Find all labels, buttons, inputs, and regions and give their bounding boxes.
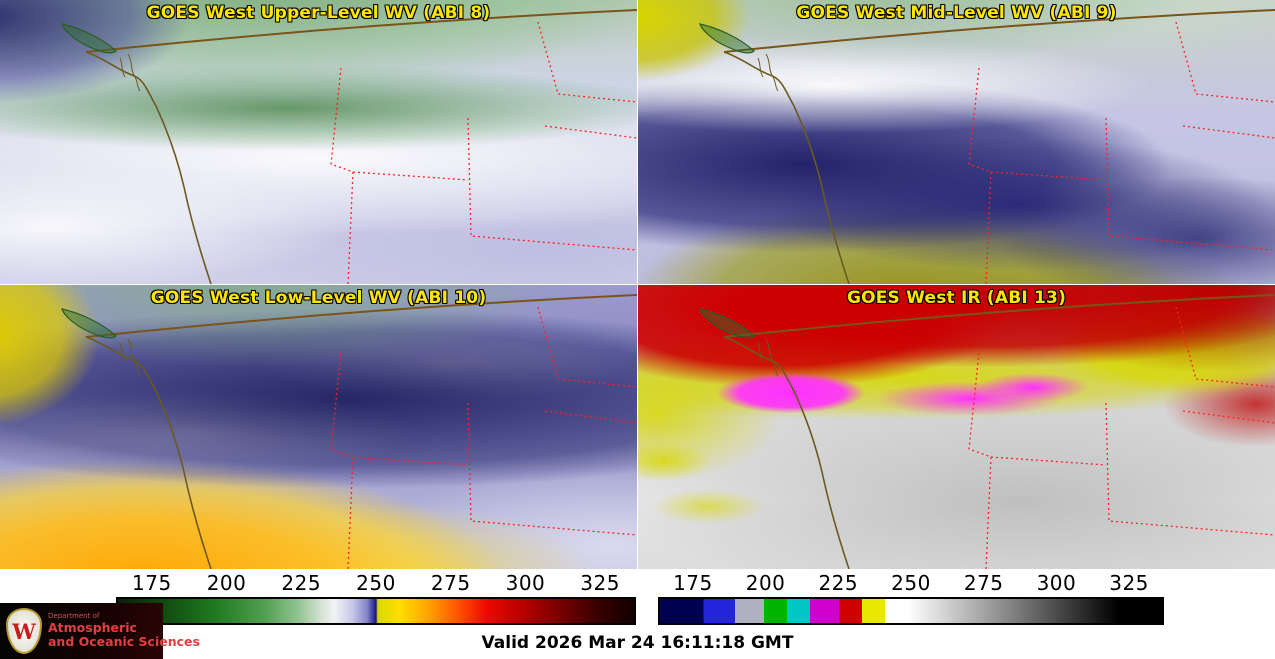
wv-tick-label: 250 [356, 571, 396, 595]
vancouver-island [61, 308, 117, 339]
state-boundary-line [1105, 402, 1275, 536]
wv-tick-label: 275 [430, 571, 471, 595]
state-boundary-line [1182, 410, 1275, 424]
crest-letter: W [12, 618, 36, 644]
coastline [85, 336, 212, 569]
state-boundary-line [467, 117, 637, 251]
vancouver-island [699, 308, 755, 339]
wv-colorbar [116, 597, 636, 625]
panel-upper-level-wv: GOES West Upper-Level WV (ABI 8) [0, 0, 637, 284]
wv-tick-label: 225 [281, 571, 322, 595]
logo-department-label: Department of [48, 612, 100, 621]
wv-colorbar-group: 175 200 225 250 275 300 325 [116, 571, 636, 625]
international-border-line [723, 9, 1275, 53]
state-boundary-line [352, 171, 469, 181]
state-boundary-line [537, 306, 637, 388]
state-boundary-line [990, 456, 1107, 466]
international-border-line [85, 9, 637, 53]
state-boundary-line [537, 21, 637, 103]
state-boundary-line [330, 67, 354, 284]
international-border-line [723, 294, 1275, 338]
logo-text: Department of Atmospheric and Oceanic Sc… [48, 612, 200, 649]
state-boundary-line [968, 67, 992, 284]
ir-tick-label: 225 [818, 571, 859, 595]
coastline [723, 51, 850, 284]
state-boundary-line [330, 352, 354, 569]
footer: 175 200 225 250 275 300 325 175 200 225 … [0, 569, 1275, 659]
ir-tick-label: 275 [963, 571, 1004, 595]
map-overlay-svg [699, 9, 1275, 284]
valid-time: Valid 2026 Mar 24 16:11:18 GMT [481, 633, 794, 653]
state-boundary-line [1175, 21, 1275, 103]
state-boundary-line [544, 125, 637, 139]
panel-title-mid-wv: GOES West Mid-Level WV (ABI 9) [796, 3, 1117, 23]
ir-tick-label: 175 [673, 571, 713, 595]
state-boundary-line [968, 352, 992, 569]
map-overlay [0, 0, 637, 284]
map-overlay [638, 0, 1275, 284]
panel-title-upper-wv: GOES West Upper-Level WV (ABI 8) [146, 3, 491, 23]
map-overlay-svg [61, 9, 637, 284]
coastline [85, 51, 212, 284]
uw-crest-icon: W [6, 608, 42, 654]
ir-tick-label: 200 [745, 571, 786, 595]
puget-sound [119, 53, 141, 92]
panel-low-level-wv: GOES West Low-Level WV (ABI 10) [0, 285, 637, 569]
wv-tick-label: 325 [580, 571, 620, 595]
wv-colorbar-ticks: 175 200 225 250 275 300 325 [116, 571, 636, 595]
ir-colorbar-group: 175 200 225 250 275 300 325 [658, 571, 1164, 625]
map-overlay [638, 285, 1275, 569]
state-boundary-line [1175, 306, 1275, 388]
state-boundary-line [1105, 117, 1275, 251]
ir-tick-label: 325 [1109, 571, 1149, 595]
puget-sound [757, 338, 779, 377]
wv-tick-label: 200 [206, 571, 247, 595]
state-boundary-line [352, 456, 469, 466]
panel-mid-level-wv: GOES West Mid-Level WV (ABI 9) [638, 0, 1275, 284]
state-boundary-line [544, 410, 637, 424]
map-overlay-svg [61, 294, 637, 569]
vancouver-island [699, 23, 755, 54]
vancouver-island [61, 23, 117, 54]
map-overlay-svg [699, 294, 1275, 569]
panel-grid: GOES West Upper-Level WV (ABI 8) GOES We… [0, 0, 1275, 569]
international-border-line [85, 294, 637, 338]
ir-tick-label: 250 [891, 571, 931, 595]
map-overlay [0, 285, 637, 569]
logo-line2: and Oceanic Sciences [48, 634, 200, 650]
panel-ir: GOES West IR (ABI 13) [638, 285, 1275, 569]
ir-colorbar [658, 597, 1164, 625]
state-boundary-line [1182, 125, 1275, 139]
wv-tick-label: 300 [505, 571, 546, 595]
puget-sound [119, 338, 141, 377]
ir-tick-label: 300 [1036, 571, 1077, 595]
coastline [723, 336, 850, 569]
state-boundary-line [467, 402, 637, 536]
panel-title-ir: GOES West IR (ABI 13) [846, 288, 1067, 308]
ir-colorbar-ticks: 175 200 225 250 275 300 325 [658, 571, 1164, 595]
uw-aos-logo: W Department of Atmospheric and Oceanic … [0, 603, 200, 659]
state-boundary-line [990, 171, 1107, 181]
wv-tick-label: 175 [132, 571, 172, 595]
logo-line1: Atmospheric [48, 619, 137, 635]
puget-sound [757, 53, 779, 92]
panel-title-low-wv: GOES West Low-Level WV (ABI 10) [150, 288, 487, 308]
